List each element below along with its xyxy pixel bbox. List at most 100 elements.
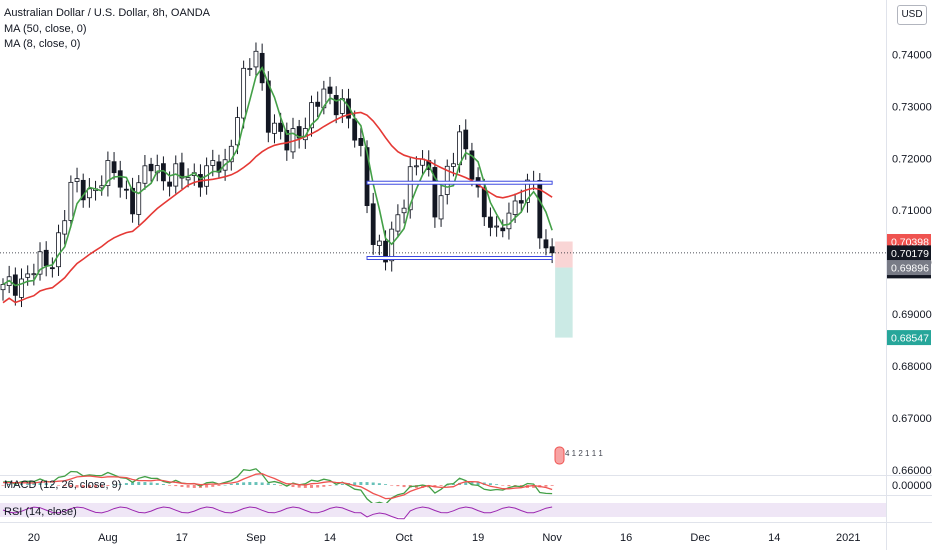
macd-histogram-bar bbox=[365, 482, 369, 485]
macd-histogram-bar bbox=[402, 485, 406, 488]
candle bbox=[80, 173, 86, 208]
candle-body bbox=[68, 181, 74, 221]
macd-histogram-bar bbox=[112, 484, 116, 486]
macd-histogram-bar bbox=[464, 482, 468, 485]
candle bbox=[228, 139, 234, 171]
candle bbox=[179, 152, 185, 189]
candle-body bbox=[247, 68, 253, 70]
macd-histogram-bar bbox=[137, 482, 141, 485]
x-tick-label: 17 bbox=[176, 532, 188, 544]
macd-histogram-bar bbox=[470, 482, 474, 485]
candle bbox=[124, 180, 129, 200]
macd-histogram-bar bbox=[81, 485, 85, 488]
chart-title: Australian Dollar / U.S. Dollar, 8h, OAN… bbox=[4, 7, 211, 19]
rsi-label[interactable]: RSI (14, close) bbox=[4, 506, 77, 518]
candle-body bbox=[37, 251, 43, 275]
candle bbox=[105, 151, 111, 197]
macd-histogram-bar bbox=[310, 485, 313, 488]
candle-body bbox=[537, 180, 543, 239]
candle bbox=[148, 157, 154, 182]
macd-histogram-bar bbox=[507, 485, 511, 487]
macd-histogram-bar bbox=[124, 483, 128, 485]
candle-body bbox=[352, 118, 358, 141]
candle bbox=[296, 119, 302, 149]
candle-body bbox=[278, 122, 284, 132]
candle-body bbox=[0, 284, 6, 291]
candle-body bbox=[31, 273, 37, 276]
macd-label[interactable]: MACD (12, 26, close, 9) bbox=[4, 479, 122, 491]
macd-histogram-bar bbox=[328, 485, 332, 486]
candle-body bbox=[167, 181, 172, 187]
x-tick-label: Aug bbox=[98, 532, 118, 544]
macd-histogram-bar bbox=[272, 484, 276, 485]
rsi-line bbox=[2, 506, 553, 520]
last-price-label-box bbox=[887, 245, 931, 261]
macd-histogram-bar bbox=[390, 485, 394, 486]
candle bbox=[130, 177, 135, 223]
x-tick-label: 14 bbox=[768, 532, 780, 544]
candle bbox=[74, 167, 80, 193]
candle-body bbox=[401, 207, 407, 214]
macd-histogram-bar bbox=[371, 482, 375, 485]
candle-body bbox=[117, 170, 123, 188]
x-tick-label: 19 bbox=[472, 532, 484, 544]
macd-histogram-bar bbox=[161, 484, 165, 485]
candle-body bbox=[309, 102, 314, 129]
macd-histogram-bar bbox=[260, 482, 264, 485]
macd-histogram-bar bbox=[100, 485, 104, 487]
candle-body bbox=[86, 188, 92, 199]
currency-button[interactable]: USD bbox=[897, 5, 927, 25]
candle bbox=[154, 154, 160, 182]
candle bbox=[333, 86, 339, 124]
ma50-line bbox=[2, 111, 553, 304]
candle bbox=[136, 175, 142, 226]
candle bbox=[370, 192, 376, 255]
macd-histogram-bar bbox=[143, 482, 147, 485]
macd-histogram-bar bbox=[254, 482, 258, 485]
y-tick-label: 0.67000 bbox=[892, 413, 932, 425]
rsi-band bbox=[0, 503, 886, 517]
candle bbox=[62, 209, 68, 245]
stop-loss-zone bbox=[555, 241, 573, 268]
y-tick-label: 0.73000 bbox=[892, 101, 932, 113]
candle-body bbox=[130, 187, 135, 215]
candle-body bbox=[62, 220, 68, 235]
macd-histogram-bar bbox=[340, 483, 344, 485]
candle-body bbox=[395, 214, 401, 232]
candle bbox=[37, 242, 43, 281]
candle-body bbox=[272, 122, 277, 134]
candle bbox=[500, 219, 506, 238]
x-tick-label: 16 bbox=[620, 532, 632, 544]
candle-body bbox=[105, 160, 111, 187]
candle bbox=[111, 152, 117, 180]
candle bbox=[247, 58, 253, 77]
macd-histogram-bar bbox=[26, 482, 30, 485]
candle-body bbox=[376, 240, 382, 246]
macd-histogram-bar bbox=[235, 482, 239, 485]
macd-histogram-bar bbox=[50, 483, 54, 485]
macd-histogram-bar bbox=[532, 485, 536, 488]
candle bbox=[315, 91, 321, 118]
candle bbox=[537, 173, 543, 249]
candle bbox=[426, 150, 432, 177]
candle-body bbox=[185, 177, 191, 181]
macd-histogram-bar bbox=[248, 482, 252, 485]
candle bbox=[469, 142, 475, 187]
candle bbox=[142, 154, 148, 190]
y-tick-label: 0.66000 bbox=[892, 465, 932, 477]
candle-body bbox=[142, 165, 148, 184]
candle-body bbox=[179, 162, 185, 179]
macd-histogram-bar bbox=[106, 485, 110, 486]
candle bbox=[117, 160, 123, 198]
take-profit-zone bbox=[555, 267, 573, 338]
macd-histogram-bar bbox=[495, 484, 499, 485]
macd-histogram-bar bbox=[229, 483, 233, 485]
y-tick-label: 0.74000 bbox=[892, 50, 932, 62]
target-price-label: 0.68547 bbox=[891, 333, 929, 345]
candle-body bbox=[481, 187, 487, 218]
candle bbox=[93, 180, 98, 201]
candle-body bbox=[210, 160, 216, 166]
candle-body bbox=[358, 138, 364, 146]
